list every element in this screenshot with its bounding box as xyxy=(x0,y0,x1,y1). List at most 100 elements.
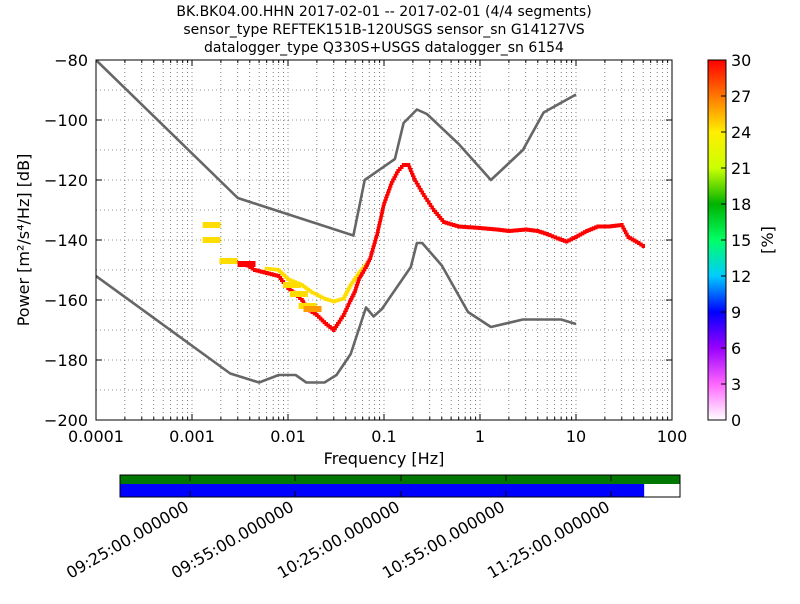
psd-main-cell xyxy=(400,165,404,169)
psd-secondary-cell xyxy=(320,295,325,300)
psd-main-cell xyxy=(406,163,411,167)
psd-main-cell xyxy=(346,303,351,307)
psd-secondary-cell xyxy=(344,292,348,296)
y-tick-label: −120 xyxy=(44,171,88,190)
psd-main-cell xyxy=(301,300,306,305)
psd-block xyxy=(303,306,322,312)
x-tick-label: 1 xyxy=(475,427,485,446)
psd-main-cell xyxy=(442,220,446,224)
psd-main-cell xyxy=(413,178,417,182)
psd-main-cell xyxy=(389,181,394,185)
psd-main-cell xyxy=(386,191,390,196)
psd-main-cell xyxy=(486,226,491,231)
psd-main-cell xyxy=(478,226,482,230)
psd-main-cell xyxy=(339,317,343,322)
psd-main-cell xyxy=(344,308,348,312)
x-tick-label: 0.01 xyxy=(270,427,306,446)
psd-main-cell xyxy=(350,295,354,300)
y-axis-label: Power [m²/s⁴/Hz] [dB] xyxy=(14,154,33,327)
psd-secondary-cell xyxy=(334,299,339,303)
psd-main-cell xyxy=(354,284,359,289)
noise-model-high-line xyxy=(96,60,577,237)
psd-main-cell xyxy=(548,233,552,238)
psd-main-cell xyxy=(408,168,413,172)
psd-secondary-cell xyxy=(345,290,350,294)
psd-main-cell xyxy=(343,310,347,315)
psd-main-cell xyxy=(407,165,412,170)
psd-main-cell xyxy=(495,227,499,232)
psd-main-cell xyxy=(324,322,328,326)
psd-secondary-cell xyxy=(341,296,346,301)
psd-main-cell xyxy=(626,235,630,239)
psd-main-cell xyxy=(614,223,619,228)
psd-main-cell xyxy=(373,240,377,244)
y-tick-label: −160 xyxy=(44,291,88,310)
psd-main-cell xyxy=(381,204,386,209)
psd-main-cell xyxy=(430,205,434,210)
psd-block xyxy=(237,261,256,267)
psd-main-cell xyxy=(391,178,395,183)
psd-secondary-cell xyxy=(274,267,279,272)
psd-main-cell xyxy=(300,298,304,302)
psd-main-cell xyxy=(617,223,621,228)
psd-secondary-cell xyxy=(276,268,281,272)
psd-secondary-cell xyxy=(350,280,355,285)
psd-main-cell xyxy=(571,236,576,241)
psd-main-cell xyxy=(470,225,474,230)
psd-main-cell xyxy=(365,262,369,267)
colorbar-label: [%] xyxy=(758,226,777,254)
psd-main-cell xyxy=(472,225,477,230)
psd-secondary-cell xyxy=(282,273,287,278)
colorbar-tick-label: 15 xyxy=(731,231,751,250)
psd-main-cell xyxy=(585,229,589,233)
psd-main-cell xyxy=(583,230,587,235)
psd-main-cell xyxy=(366,260,370,265)
psd-main-cell xyxy=(553,235,558,240)
psd-secondary-cell xyxy=(324,297,329,301)
psd-main-cell xyxy=(340,315,344,320)
psd-main-cell xyxy=(576,233,580,238)
psd-main-cell xyxy=(353,289,357,293)
psd-main-cell xyxy=(528,228,533,233)
psd-main-cell xyxy=(260,269,264,274)
psd-secondary-cell xyxy=(304,286,309,290)
psd-main-cell xyxy=(253,268,257,272)
psd-main-cell xyxy=(560,238,565,242)
psd-main-cell xyxy=(621,225,625,230)
y-tick-label: −140 xyxy=(44,231,88,250)
psd-main-cell xyxy=(515,228,520,233)
psd-secondary-cell xyxy=(322,296,327,301)
psd-main-cell xyxy=(354,286,358,291)
psd-main-cell xyxy=(449,222,453,227)
psd-main-cell xyxy=(374,234,379,239)
psd-main-cell xyxy=(454,223,458,228)
psd-secondary-cell xyxy=(288,278,293,282)
psd-main-cell xyxy=(601,224,606,229)
x-tick-label: 100 xyxy=(657,427,688,446)
colorbar-ticks: 0 3 6 9 12 15 18 21 24 27 30 xyxy=(721,51,751,430)
psd-secondary-cell xyxy=(352,278,357,282)
psd-main-cell xyxy=(531,228,535,233)
psd-secondary-cell xyxy=(339,297,344,301)
psd-main-cell xyxy=(358,274,363,279)
psd-main-cell xyxy=(634,239,639,244)
psd-main-cell xyxy=(328,325,332,329)
psd-secondary-cell xyxy=(362,265,367,269)
colorbar-tick-label: 30 xyxy=(731,51,751,70)
psd-secondary-cell xyxy=(353,276,358,280)
psd-main-cell xyxy=(540,230,545,235)
psd-main-cell xyxy=(594,225,598,230)
psd-main-cell xyxy=(381,207,385,212)
psd-main-cell xyxy=(452,223,456,227)
x-tick-label: 10 xyxy=(566,427,586,446)
psd-main-cell xyxy=(632,238,637,243)
psd-main-cell xyxy=(272,272,276,277)
colorbar-tick-label: 27 xyxy=(731,87,751,106)
psd-main-cell xyxy=(569,237,574,242)
psd-main-cell xyxy=(250,266,255,271)
psd-secondary-cell xyxy=(331,299,336,304)
psd-main-cell xyxy=(607,224,611,229)
psd-main-cell xyxy=(639,242,643,247)
colorbar-tick-label: 24 xyxy=(731,123,751,142)
